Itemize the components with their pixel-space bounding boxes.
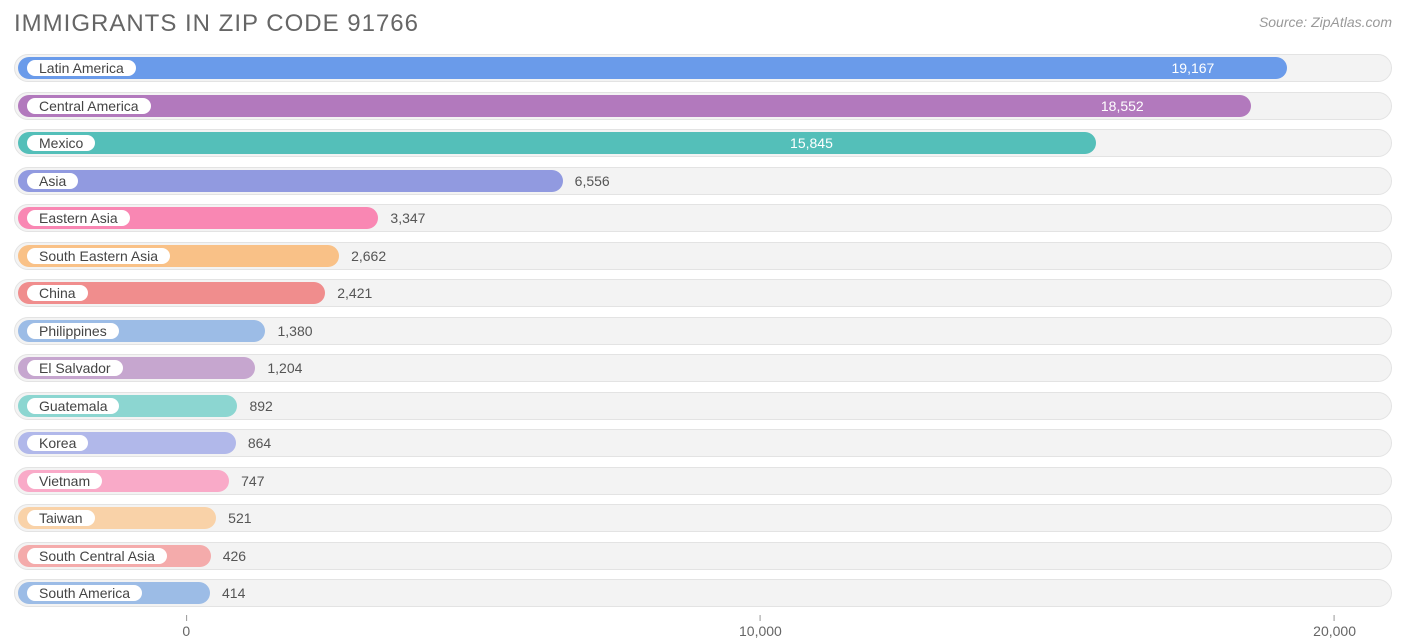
bar-row: Korea 864 — [14, 427, 1392, 459]
axis-tick: 20,000 — [1313, 615, 1356, 641]
category-pill: South Eastern Asia — [26, 247, 171, 265]
category-label: Central America — [39, 98, 139, 114]
value-label: 414 — [222, 577, 245, 609]
bar-row: El Salvador 1,204 — [14, 352, 1392, 384]
category-label: Eastern Asia — [39, 210, 118, 226]
value-label: 864 — [248, 427, 271, 459]
header: IMMIGRANTS IN ZIP CODE 91766 Source: Zip… — [14, 10, 1392, 38]
bar-row: Taiwan 521 — [14, 502, 1392, 534]
bar-row: China 2,421 — [14, 277, 1392, 309]
bar — [18, 170, 563, 192]
category-label: China — [39, 285, 76, 301]
category-pill: Eastern Asia — [26, 209, 131, 227]
bar-row: South Eastern Asia 2,662 — [14, 240, 1392, 272]
category-pill: Latin America — [26, 59, 137, 77]
tick-mark — [1334, 615, 1335, 621]
tick-label: 10,000 — [739, 623, 782, 639]
value-label: 521 — [228, 502, 251, 534]
bar-row: Asia 6,556 — [14, 165, 1392, 197]
bar-track — [14, 579, 1392, 607]
category-label: El Salvador — [39, 360, 111, 376]
category-pill: South Central Asia — [26, 547, 168, 565]
bar-row: Guatemala 892 — [14, 390, 1392, 422]
chart-title: IMMIGRANTS IN ZIP CODE 91766 — [14, 10, 419, 38]
bar-track — [14, 542, 1392, 570]
value-label: 15,845 — [790, 127, 1086, 159]
bar-row: Philippines 1,380 — [14, 315, 1392, 347]
category-pill: El Salvador — [26, 359, 124, 377]
category-label: South Central Asia — [39, 548, 155, 564]
value-label: 19,167 — [1172, 52, 1277, 84]
category-pill: Guatemala — [26, 397, 120, 415]
category-label: Vietnam — [39, 473, 90, 489]
category-label: Mexico — [39, 135, 83, 151]
chart-container: IMMIGRANTS IN ZIP CODE 91766 Source: Zip… — [0, 0, 1406, 643]
category-label: Latin America — [39, 60, 124, 76]
bar-row: Eastern Asia 3,347 — [14, 202, 1392, 234]
bar-row: Latin America 19,167 — [14, 52, 1392, 84]
value-label: 2,662 — [351, 240, 386, 272]
value-label: 6,556 — [575, 165, 610, 197]
category-pill: Vietnam — [26, 472, 103, 490]
bar — [18, 95, 1251, 117]
value-label: 892 — [249, 390, 272, 422]
chart-source: Source: ZipAtlas.com — [1259, 14, 1392, 30]
category-pill: China — [26, 284, 89, 302]
category-label: Taiwan — [39, 510, 83, 526]
category-pill: Korea — [26, 434, 89, 452]
category-pill: Taiwan — [26, 509, 96, 527]
bar-row: Central America 18,552 — [14, 90, 1392, 122]
category-pill: Asia — [26, 172, 79, 190]
tick-label: 20,000 — [1313, 623, 1356, 639]
bar-track — [14, 504, 1392, 532]
category-label: Asia — [39, 173, 66, 189]
category-label: Guatemala — [39, 398, 107, 414]
value-label: 1,380 — [277, 315, 312, 347]
category-label: South Eastern Asia — [39, 248, 158, 264]
category-label: Korea — [39, 435, 76, 451]
category-label: Philippines — [39, 323, 107, 339]
chart-area: Latin America 19,167 Central America 18,552… — [14, 52, 1392, 609]
value-label: 2,421 — [337, 277, 372, 309]
value-label: 3,347 — [390, 202, 425, 234]
bar-row: South Central Asia 426 — [14, 540, 1392, 572]
tick-mark — [186, 615, 187, 621]
bar-row: Vietnam 747 — [14, 465, 1392, 497]
category-pill: Central America — [26, 97, 152, 115]
category-pill: Mexico — [26, 134, 96, 152]
bar — [18, 57, 1287, 79]
category-pill: Philippines — [26, 322, 120, 340]
axis-tick: 10,000 — [739, 615, 782, 641]
value-label: 1,204 — [267, 352, 302, 384]
axis-tick: 0 — [182, 615, 190, 641]
value-label: 426 — [223, 540, 246, 572]
value-label: 747 — [241, 465, 264, 497]
value-label: 18,552 — [1101, 90, 1242, 122]
category-label: South America — [39, 585, 130, 601]
category-pill: South America — [26, 584, 143, 602]
bar-row: South America 414 — [14, 577, 1392, 609]
tick-mark — [760, 615, 761, 621]
x-axis: 0 10,000 20,000 — [14, 615, 1392, 641]
bar-row: Mexico 15,845 — [14, 127, 1392, 159]
tick-label: 0 — [182, 623, 190, 639]
